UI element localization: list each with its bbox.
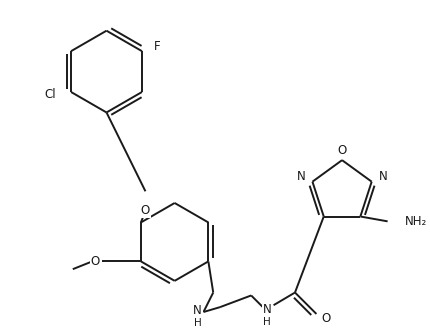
Text: H: H [262,317,270,327]
Text: F: F [154,40,160,53]
Text: O: O [90,255,100,268]
Text: H: H [194,318,201,328]
Text: Cl: Cl [44,89,55,101]
Text: N: N [296,170,304,183]
Text: N: N [193,304,202,316]
Text: O: O [337,144,346,157]
Text: N: N [378,170,387,183]
Text: NH₂: NH₂ [404,215,427,228]
Text: O: O [321,312,330,325]
Text: O: O [141,204,150,217]
Text: N: N [262,303,270,316]
